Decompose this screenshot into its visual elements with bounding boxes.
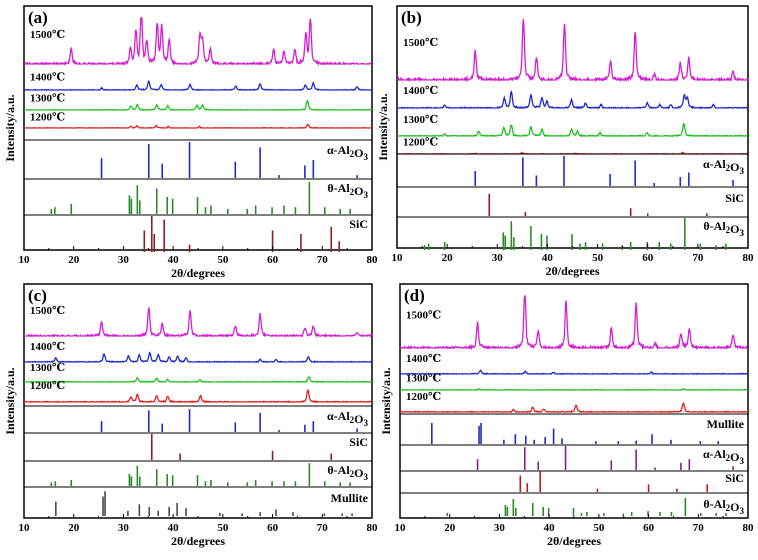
x-tick-label: 50: [217, 254, 229, 266]
pattern-label: 1200℃: [30, 112, 65, 124]
pattern-b-2: [396, 122, 749, 138]
reference-label: θ-Al2O3: [703, 219, 744, 238]
panel-a: 1500℃ 1400℃ 1300℃ 1200℃ α-Al2O3 θ-Al2O3 SiC 10 2…: [3, 5, 379, 280]
pattern-c-1: [23, 351, 372, 364]
x-tick-label: 10: [19, 522, 31, 534]
x-axis-title: 2θ/degrees: [171, 266, 225, 280]
pattern-d-0: [399, 295, 749, 351]
reference-label: θ-Al2O3: [327, 463, 368, 482]
y-axis-title: Intensity/a.u.: [379, 367, 393, 434]
x-tick-label: 20: [68, 522, 80, 534]
pattern-a-3: [23, 123, 372, 129]
plot-frame: [396, 5, 749, 249]
x-tick-label: 60: [643, 522, 655, 534]
reference-label: α-Al2O3: [327, 409, 369, 428]
pattern-label: 1200℃: [30, 380, 65, 392]
x-tick-label: 40: [544, 522, 556, 534]
reference-label: SiC: [725, 471, 744, 485]
x-tick-label: 80: [743, 252, 755, 264]
x-tick-label: 80: [367, 254, 379, 266]
x-tick-label: 50: [592, 252, 604, 264]
x-tick-label: 70: [317, 254, 329, 266]
x-tick-label: 20: [442, 252, 454, 264]
y-axis-title: Intensity/a.u.: [3, 367, 17, 434]
pattern-a-0: [23, 17, 372, 67]
y-axis-title: Intensity/a.u.: [376, 93, 390, 160]
pattern-label: 1300℃: [406, 372, 441, 384]
x-tick-label: 20: [68, 254, 80, 266]
pattern-c-3: [24, 388, 373, 404]
reference-label: Mullite: [707, 417, 745, 431]
panel-label: (d): [404, 286, 425, 305]
x-tick-label: 10: [392, 252, 404, 264]
x-tick-label: 50: [217, 522, 229, 534]
x-axis-title: 2θ/degrees: [171, 534, 225, 548]
reference-label: α-Al2O3: [703, 447, 745, 466]
panel-b: 1500℃ 1400℃ 1300℃ 1200℃ α-Al2O3 SiC θ-Al2O3 10 2…: [376, 5, 755, 278]
pattern-label: 1500℃: [30, 29, 65, 41]
x-tick-label: 10: [395, 522, 407, 534]
pattern-label: 1400℃: [30, 341, 65, 353]
x-tick-label: 10: [19, 254, 31, 266]
y-axis-title: Intensity/a.u.: [3, 94, 17, 161]
x-tick-label: 60: [267, 254, 279, 266]
reference-label: SiC: [349, 217, 368, 231]
panel-label: (b): [401, 8, 422, 27]
reference-label: θ-Al2O3: [327, 181, 368, 200]
x-tick-label: 30: [492, 252, 504, 264]
reference-label: α-Al2O3: [327, 143, 369, 162]
x-tick-label: 40: [168, 254, 180, 266]
pattern-d-2: [400, 387, 749, 391]
plot-frame: [399, 283, 749, 519]
reference-label: α-Al2O3: [703, 157, 745, 176]
x-tick-label: 40: [542, 252, 554, 264]
pattern-label: 1500℃: [403, 37, 438, 49]
panel-label: (c): [28, 286, 47, 305]
pattern-b-0: [397, 19, 749, 83]
reference-label: Mullite: [331, 491, 369, 505]
pattern-label: 1300℃: [30, 92, 65, 104]
pattern-c-0: [23, 307, 373, 338]
x-tick-label: 80: [743, 522, 755, 534]
x-tick-label: 70: [692, 252, 704, 264]
pattern-a-2: [23, 99, 373, 111]
x-axis-title: 2θ/degrees: [545, 264, 599, 278]
panel-c: 1500℃ 1400℃ 1300℃ 1200℃ α-Al2O3 SiC θ-Al2O3 Mul…: [3, 283, 379, 548]
x-tick-label: 70: [317, 522, 329, 534]
pattern-d-3: [399, 402, 749, 414]
pattern-a-1: [24, 79, 373, 92]
reference-label: θ-Al2O3: [703, 497, 744, 516]
pattern-label: 1400℃: [30, 71, 65, 83]
pattern-label: 1400℃: [403, 85, 438, 97]
pattern-label: 1300℃: [30, 362, 65, 374]
x-axis-title: 2θ/degrees: [547, 534, 601, 548]
reference-label: SiC: [725, 191, 744, 205]
x-tick-label: 70: [693, 522, 705, 534]
pattern-label: 1300℃: [403, 114, 438, 126]
x-tick-label: 50: [593, 522, 605, 534]
x-tick-label: 30: [118, 522, 130, 534]
pattern-c-2: [23, 376, 372, 384]
x-tick-label: 30: [118, 254, 130, 266]
pattern-label: 1500℃: [30, 305, 65, 317]
x-tick-label: 80: [367, 522, 379, 534]
pattern-label: 1500℃: [406, 310, 441, 322]
pattern-label: 1200℃: [406, 391, 441, 403]
pattern-b-1: [396, 90, 749, 110]
x-tick-label: 30: [494, 522, 506, 534]
x-tick-label: 40: [168, 522, 180, 534]
x-tick-label: 60: [267, 522, 279, 534]
pattern-label: 1200℃: [403, 136, 438, 148]
panel-d: 1500℃ 1400℃ 1300℃ 1200℃ Mullite α-Al2O3 SiC θ-A…: [379, 283, 755, 548]
reference-label: SiC: [349, 435, 368, 449]
x-tick-label: 60: [642, 252, 654, 264]
pattern-label: 1400℃: [406, 353, 441, 365]
pattern-d-1: [399, 369, 748, 375]
x-tick-label: 20: [444, 522, 456, 534]
panel-label: (a): [28, 8, 48, 27]
